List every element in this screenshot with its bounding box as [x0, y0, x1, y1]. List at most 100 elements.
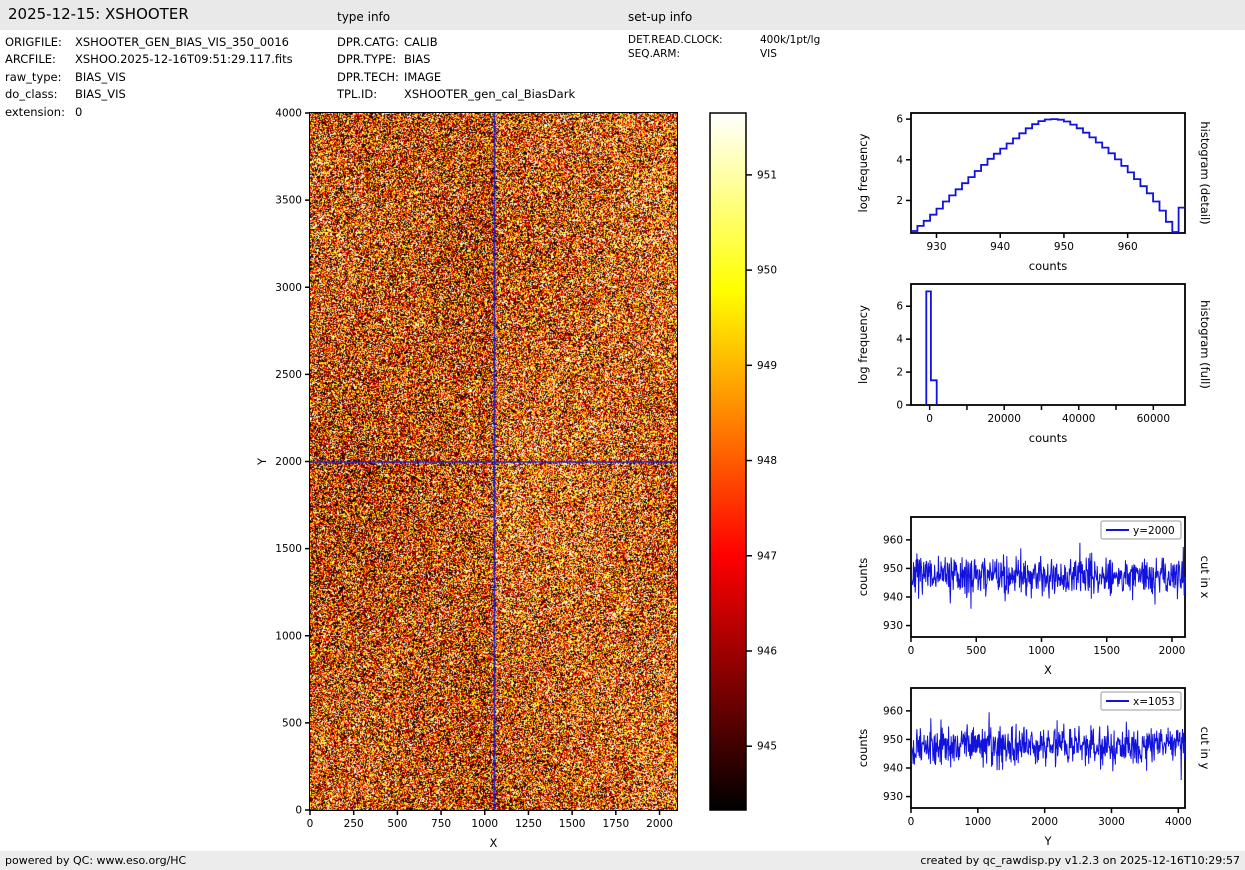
right-axis-label: cut in x	[1198, 556, 1212, 599]
meta-value: VIS	[760, 48, 777, 60]
footer-qc-link: powered by QC: www.eso.org/HC	[5, 854, 186, 867]
meta-label: ORIGFILE:	[5, 34, 75, 51]
x-tick-label: 1500	[1093, 645, 1120, 657]
footer-bar: powered by QC: www.eso.org/HC created by…	[0, 851, 1245, 870]
right-axis-label: histogram (detail)	[1198, 121, 1212, 224]
setup-info-heading: set-up info	[628, 10, 692, 24]
hist-detail-plot: 930940950960246countslog frequencyhistog…	[841, 97, 1240, 291]
colorbar-tick-label: 945	[757, 741, 777, 753]
x-tick-label: 2000	[646, 818, 673, 830]
y-axis-label: counts	[856, 729, 870, 767]
meta-value: BIAS_VIS	[75, 70, 126, 84]
right-axis-label: cut in y	[1198, 727, 1212, 770]
y-tick-label: 500	[282, 717, 302, 729]
x-tick-label: 500	[966, 645, 986, 657]
page-title: 2025-12-15: XSHOOTER	[8, 5, 189, 23]
x-tick-label: 1750	[602, 818, 629, 830]
x-tick-label: 0	[908, 816, 915, 828]
x-tick-label: 2000	[1159, 645, 1186, 657]
x-axis-label: Y	[1043, 834, 1052, 848]
colorbar-tick-label: 946	[757, 645, 777, 657]
x-tick-label: 0	[307, 818, 314, 830]
y-tick-label: 940	[883, 763, 903, 775]
x-tick-label: 20000	[987, 413, 1020, 425]
header-bar: 2025-12-15: XSHOOTER type info set-up in…	[0, 0, 1245, 30]
type-info-block: DPR.CATG:CALIB DPR.TYPE:BIAS DPR.TECH:IM…	[337, 34, 575, 104]
y-tick-label: 6	[896, 301, 903, 313]
meta-label: DPR.CATG:	[337, 34, 404, 51]
bias-image-canvas	[310, 113, 677, 810]
x-tick-label: 1000	[1028, 645, 1055, 657]
y-axis-label: log frequency	[856, 305, 870, 384]
footer-created-by: created by qc_rawdisp.py v1.2.3 on 2025-…	[920, 854, 1240, 867]
y-axis-label: Y	[255, 457, 269, 466]
x-tick-label: 960	[1118, 241, 1138, 253]
hist-detail-series	[911, 119, 1185, 232]
hist-full-frame	[911, 284, 1185, 405]
y-axis-label: counts	[856, 558, 870, 596]
y-tick-label: 4000	[275, 108, 302, 120]
x-axis-label: counts	[1029, 431, 1067, 445]
meta-row: DPR.CATG:CALIB	[337, 34, 575, 51]
meta-row: SEQ.ARM:VIS	[628, 48, 820, 62]
cut-x-series	[911, 543, 1185, 609]
legend-label: x=1053	[1133, 696, 1175, 708]
meta-value: 400k/1pt/lg	[760, 34, 820, 46]
y-tick-label: 6	[896, 114, 903, 126]
meta-value: CALIB	[404, 35, 438, 49]
colorbar-gradient	[710, 113, 746, 810]
y-tick-label: 3500	[275, 195, 302, 207]
x-tick-label: 3000	[1098, 816, 1125, 828]
right-axis-label: histogram (full)	[1198, 300, 1212, 389]
meta-row: ARCFILE:XSHOO.2025-12-16T09:51:29.117.fi…	[5, 51, 293, 68]
colorbar-tick-label: 947	[757, 550, 777, 562]
x-tick-label: 40000	[1062, 413, 1095, 425]
hist-full-plot: 02000040000600000246countslog frequencyh…	[841, 268, 1240, 463]
colorbar: 945946947948949950951	[700, 97, 830, 830]
meta-value: IMAGE	[404, 70, 441, 84]
y-tick-label: 950	[883, 734, 903, 746]
y-tick-label: 960	[883, 534, 903, 546]
meta-label: DPR.TECH:	[337, 69, 404, 86]
x-tick-label: 940	[990, 241, 1010, 253]
y-tick-label: 2	[896, 195, 903, 207]
x-tick-label: 1000	[471, 818, 498, 830]
cut-y-plot: 01000200030004000930940950960Ycountscut …	[841, 672, 1240, 866]
colorbar-tick-label: 950	[757, 265, 777, 277]
y-tick-label: 0	[295, 805, 302, 817]
x-tick-label: 250	[344, 818, 364, 830]
legend-label: y=2000	[1133, 525, 1175, 537]
hist-detail-frame	[911, 113, 1185, 233]
x-tick-label: 0	[908, 645, 915, 657]
colorbar-tick-label: 951	[757, 169, 777, 181]
meta-value: XSHOOTER_GEN_BIAS_VIS_350_0016	[75, 35, 289, 49]
y-tick-label: 1500	[275, 543, 302, 555]
colorbar-tick-label: 949	[757, 360, 777, 372]
hist-full-series	[926, 291, 936, 404]
meta-label: DET.READ.CLOCK:	[628, 34, 760, 48]
x-tick-label: 500	[387, 818, 407, 830]
y-axis-label: log frequency	[856, 133, 870, 212]
y-tick-label: 4	[896, 154, 903, 166]
meta-row: DPR.TYPE:BIAS	[337, 51, 575, 68]
x-tick-label: 930	[926, 241, 946, 253]
meta-label: DPR.TYPE:	[337, 51, 404, 68]
cut-x-plot: 0500100015002000930940950960Xcountscut i…	[841, 501, 1240, 695]
y-tick-label: 2500	[275, 369, 302, 381]
y-tick-label: 960	[883, 705, 903, 717]
x-tick-label: 1500	[559, 818, 586, 830]
y-tick-label: 0	[896, 400, 903, 412]
x-tick-label: 0	[926, 413, 933, 425]
qc-rawdisp-report: 2025-12-15: XSHOOTER type info set-up in…	[0, 0, 1245, 870]
x-tick-label: 1000	[964, 816, 991, 828]
cut-y-series	[911, 712, 1185, 780]
y-tick-label: 950	[883, 563, 903, 575]
x-tick-label: 950	[1054, 241, 1074, 253]
y-tick-label: 3000	[275, 282, 302, 294]
x-tick-label: 2000	[1031, 816, 1058, 828]
meta-label: SEQ.ARM:	[628, 48, 760, 62]
x-tick-label: 4000	[1165, 816, 1192, 828]
meta-value: 0	[75, 105, 82, 119]
meta-label: ARCFILE:	[5, 51, 75, 68]
meta-label: raw_type:	[5, 69, 75, 86]
